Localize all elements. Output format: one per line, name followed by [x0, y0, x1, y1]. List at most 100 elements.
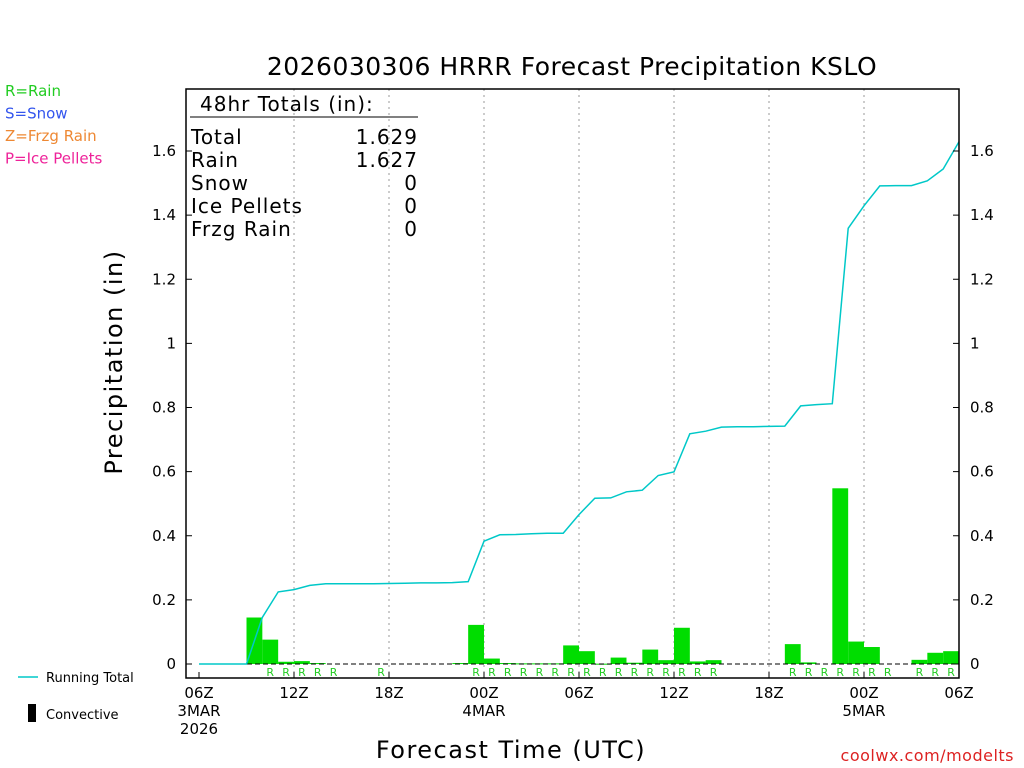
- y-axis-right: 0 0.2 0.4 0.6 0.8 1 1.2 1.4 1.6: [953, 142, 994, 673]
- precip-bar: [705, 660, 722, 664]
- precip-type-marker: R: [599, 666, 607, 679]
- y-tick-label: 0.8: [152, 399, 176, 417]
- precip-type-marker: R: [504, 666, 512, 679]
- precip-type-marker: R: [931, 666, 939, 679]
- precip-type-marker: R: [852, 666, 860, 679]
- precip-type-marker: R: [805, 666, 813, 679]
- precip-type-marker: R: [282, 666, 290, 679]
- precip-bar: [626, 662, 643, 664]
- x-tick-label: 4MAR: [462, 702, 505, 720]
- y-tick-label: 1.2: [970, 270, 994, 288]
- chart-title: 2026030306 HRRR Forecast Precipitation K…: [267, 52, 877, 81]
- precip-type-marker: R: [789, 666, 797, 679]
- y-tick-label: 0.4: [152, 527, 176, 545]
- precip-bar: [642, 649, 659, 664]
- precip-type-legend: R=Rain S=Snow Z=Frzg Rain P=Ice Pellets: [5, 82, 102, 168]
- running-total-line: [199, 141, 960, 665]
- precip-type-marker: R: [520, 666, 528, 679]
- y-tick-label: 1: [166, 334, 176, 352]
- precip-bar: [484, 658, 500, 664]
- plot-frame: [185, 88, 960, 679]
- totals-box: 48hr Totals (in): Total 1.629 Rain 1.627 Sno…: [190, 92, 418, 241]
- precip-bar: [689, 661, 706, 664]
- precip-bar: [800, 662, 817, 664]
- x-tick-label: 00Z: [849, 684, 878, 702]
- y-tick-label: 0: [166, 655, 176, 673]
- precip-type-marker: R: [836, 666, 844, 679]
- credit-text: coolwx.com/modelts: [841, 746, 1014, 765]
- y-axis-label: Precipitation (in): [100, 249, 128, 474]
- y-tick-label: 1.6: [152, 142, 176, 160]
- x-tick-label: 00Z: [469, 684, 498, 702]
- convective-legend-label: Convective: [46, 708, 119, 723]
- y-tick-label: 0.4: [970, 527, 994, 545]
- precip-bar: [864, 647, 880, 664]
- precip-bar: [848, 641, 864, 664]
- totals-row-label: Snow: [191, 171, 249, 195]
- precip-type-marker: R: [615, 666, 623, 679]
- y-tick-label: 1.4: [152, 206, 176, 224]
- totals-row-value: 0: [404, 217, 418, 241]
- series-legend: Running Total Convective: [18, 671, 134, 723]
- y-tick-label: 1.6: [970, 142, 994, 160]
- precip-type-marker: R: [694, 666, 702, 679]
- y-tick-label: 0.8: [970, 399, 994, 417]
- x-tick-label: 3MAR: [177, 702, 220, 720]
- grid-lines: [293, 89, 865, 678]
- y-tick-label: 0.6: [152, 463, 176, 481]
- precip-type-marker: R: [710, 666, 718, 679]
- x-tick-label: 06Z: [184, 684, 213, 702]
- precip-bar: [563, 645, 579, 664]
- precip-type-marker: R: [488, 666, 496, 679]
- x-tick-label: 18Z: [754, 684, 783, 702]
- precip-type-marker: R: [330, 666, 338, 679]
- totals-row-label: Ice Pellets: [191, 194, 303, 218]
- x-tick-label: 06Z: [944, 684, 973, 702]
- precip-type-marker: R: [646, 666, 654, 679]
- precip-type-marker: R: [821, 666, 829, 679]
- precip-bar: [911, 659, 928, 664]
- precip-type-marker: R: [916, 666, 924, 679]
- precip-type-legend-item: Z=Frzg Rain: [5, 127, 97, 145]
- precip-bar: [658, 660, 674, 664]
- x-tick-label: 06Z: [564, 684, 593, 702]
- precip-type-legend-item: S=Snow: [5, 105, 68, 123]
- totals-header: 48hr Totals (in):: [200, 92, 374, 116]
- totals-row-value: 0: [404, 171, 418, 195]
- y-tick-label: 0.6: [970, 463, 994, 481]
- precip-bar: [468, 624, 484, 664]
- precip-type-marker: R: [536, 666, 544, 679]
- y-tick-label: 0.2: [152, 591, 176, 609]
- precip-bar: [832, 488, 849, 664]
- precip-type-marker: R: [884, 666, 892, 679]
- precip-bar: [294, 661, 310, 664]
- precip-bar: [579, 651, 595, 664]
- x-tick-label: 2026: [180, 720, 218, 738]
- precip-bar: [927, 652, 944, 664]
- y-tick-label: 1.4: [970, 206, 994, 224]
- precip-bar: [262, 639, 279, 664]
- precip-type-marker: R: [868, 666, 876, 679]
- totals-row-label: Total: [190, 125, 243, 149]
- totals-row-label: Rain: [191, 148, 239, 172]
- x-tick-label: 5MAR: [842, 702, 885, 720]
- precip-type-marker: R: [947, 666, 955, 679]
- totals-row-value: 0: [404, 194, 418, 218]
- totals-row-label: Frzg Rain: [191, 217, 292, 241]
- precip-bar: [674, 627, 690, 664]
- y-axis-left: 0 0.2 0.4 0.6 0.8 1 1.2 1.4 1.6: [152, 142, 192, 673]
- precip-type-marker: R: [472, 666, 480, 679]
- precip-type-marker: R: [298, 666, 306, 679]
- x-axis-label: Forecast Time (UTC): [376, 736, 646, 764]
- y-tick-label: 0.2: [970, 591, 994, 609]
- precip-bar: [452, 663, 469, 665]
- precip-type-legend-item: P=Ice Pellets: [5, 150, 102, 168]
- precip-type-marker: R: [314, 666, 322, 679]
- precip-type-marker: R: [377, 666, 385, 679]
- precip-bar: [943, 651, 959, 664]
- precip-type-marker: R: [678, 666, 686, 679]
- totals-row-value: 1.629: [356, 125, 418, 149]
- precip-bar: [610, 657, 627, 664]
